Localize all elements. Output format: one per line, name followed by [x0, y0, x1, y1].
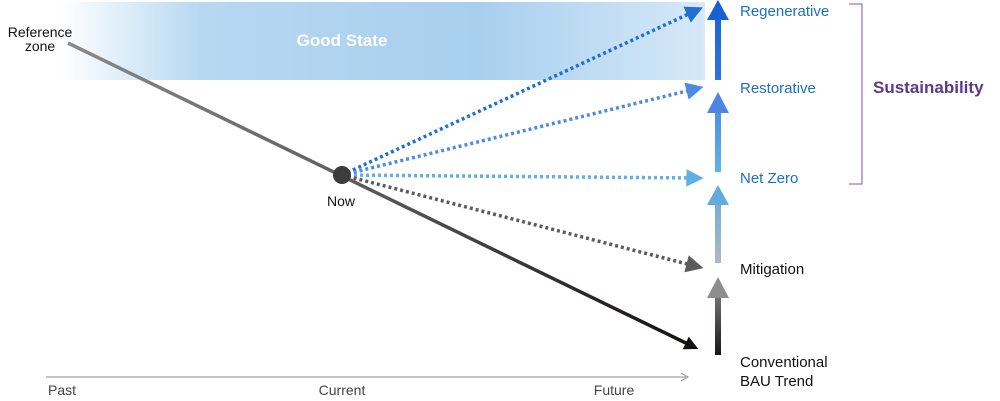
restorative-path [341, 82, 704, 177]
column-net-zero-segment [715, 111, 721, 172]
column-bau-segment [715, 296, 721, 355]
regenerative-path [341, 6, 703, 177]
reference-zone-label-line1: Reference [8, 24, 73, 40]
timeline-past-label: Past [48, 382, 76, 398]
outcome-column [707, 0, 729, 355]
bau-label-line1: Conventional [740, 354, 828, 371]
regenerative-label: Regenerative [740, 3, 829, 20]
now-label: Now [327, 193, 356, 209]
column-net-zero-arrowhead [707, 92, 729, 113]
good-state-label: Good State [297, 31, 388, 50]
good-state-band [60, 2, 705, 80]
net-zero-path [341, 169, 704, 187]
mitigation-label: Mitigation [740, 261, 804, 278]
bau-label-line2: BAU Trend [740, 373, 813, 390]
reference-zone-label-line2: zone [25, 38, 56, 54]
column-mitigation-arrowhead [707, 185, 729, 205]
timeline-future-label: Future [594, 382, 635, 398]
now-marker [333, 166, 351, 184]
timeline-current-label: Current [319, 382, 366, 398]
sustainability-label: Sustainability [873, 78, 984, 97]
sustainability-bracket [849, 3, 863, 185]
net-zero-label: Net Zero [740, 170, 798, 187]
mitigation-path [341, 173, 704, 273]
bau-trend-line [67, 41, 699, 350]
column-restorative-segment [715, 18, 721, 80]
timeline-arrowhead [680, 372, 690, 382]
column-bau-arrowhead [707, 277, 729, 298]
restorative-label: Restorative [740, 80, 816, 97]
column-mitigation-segment [715, 203, 721, 263]
column-restorative-arrowhead [707, 0, 729, 20]
